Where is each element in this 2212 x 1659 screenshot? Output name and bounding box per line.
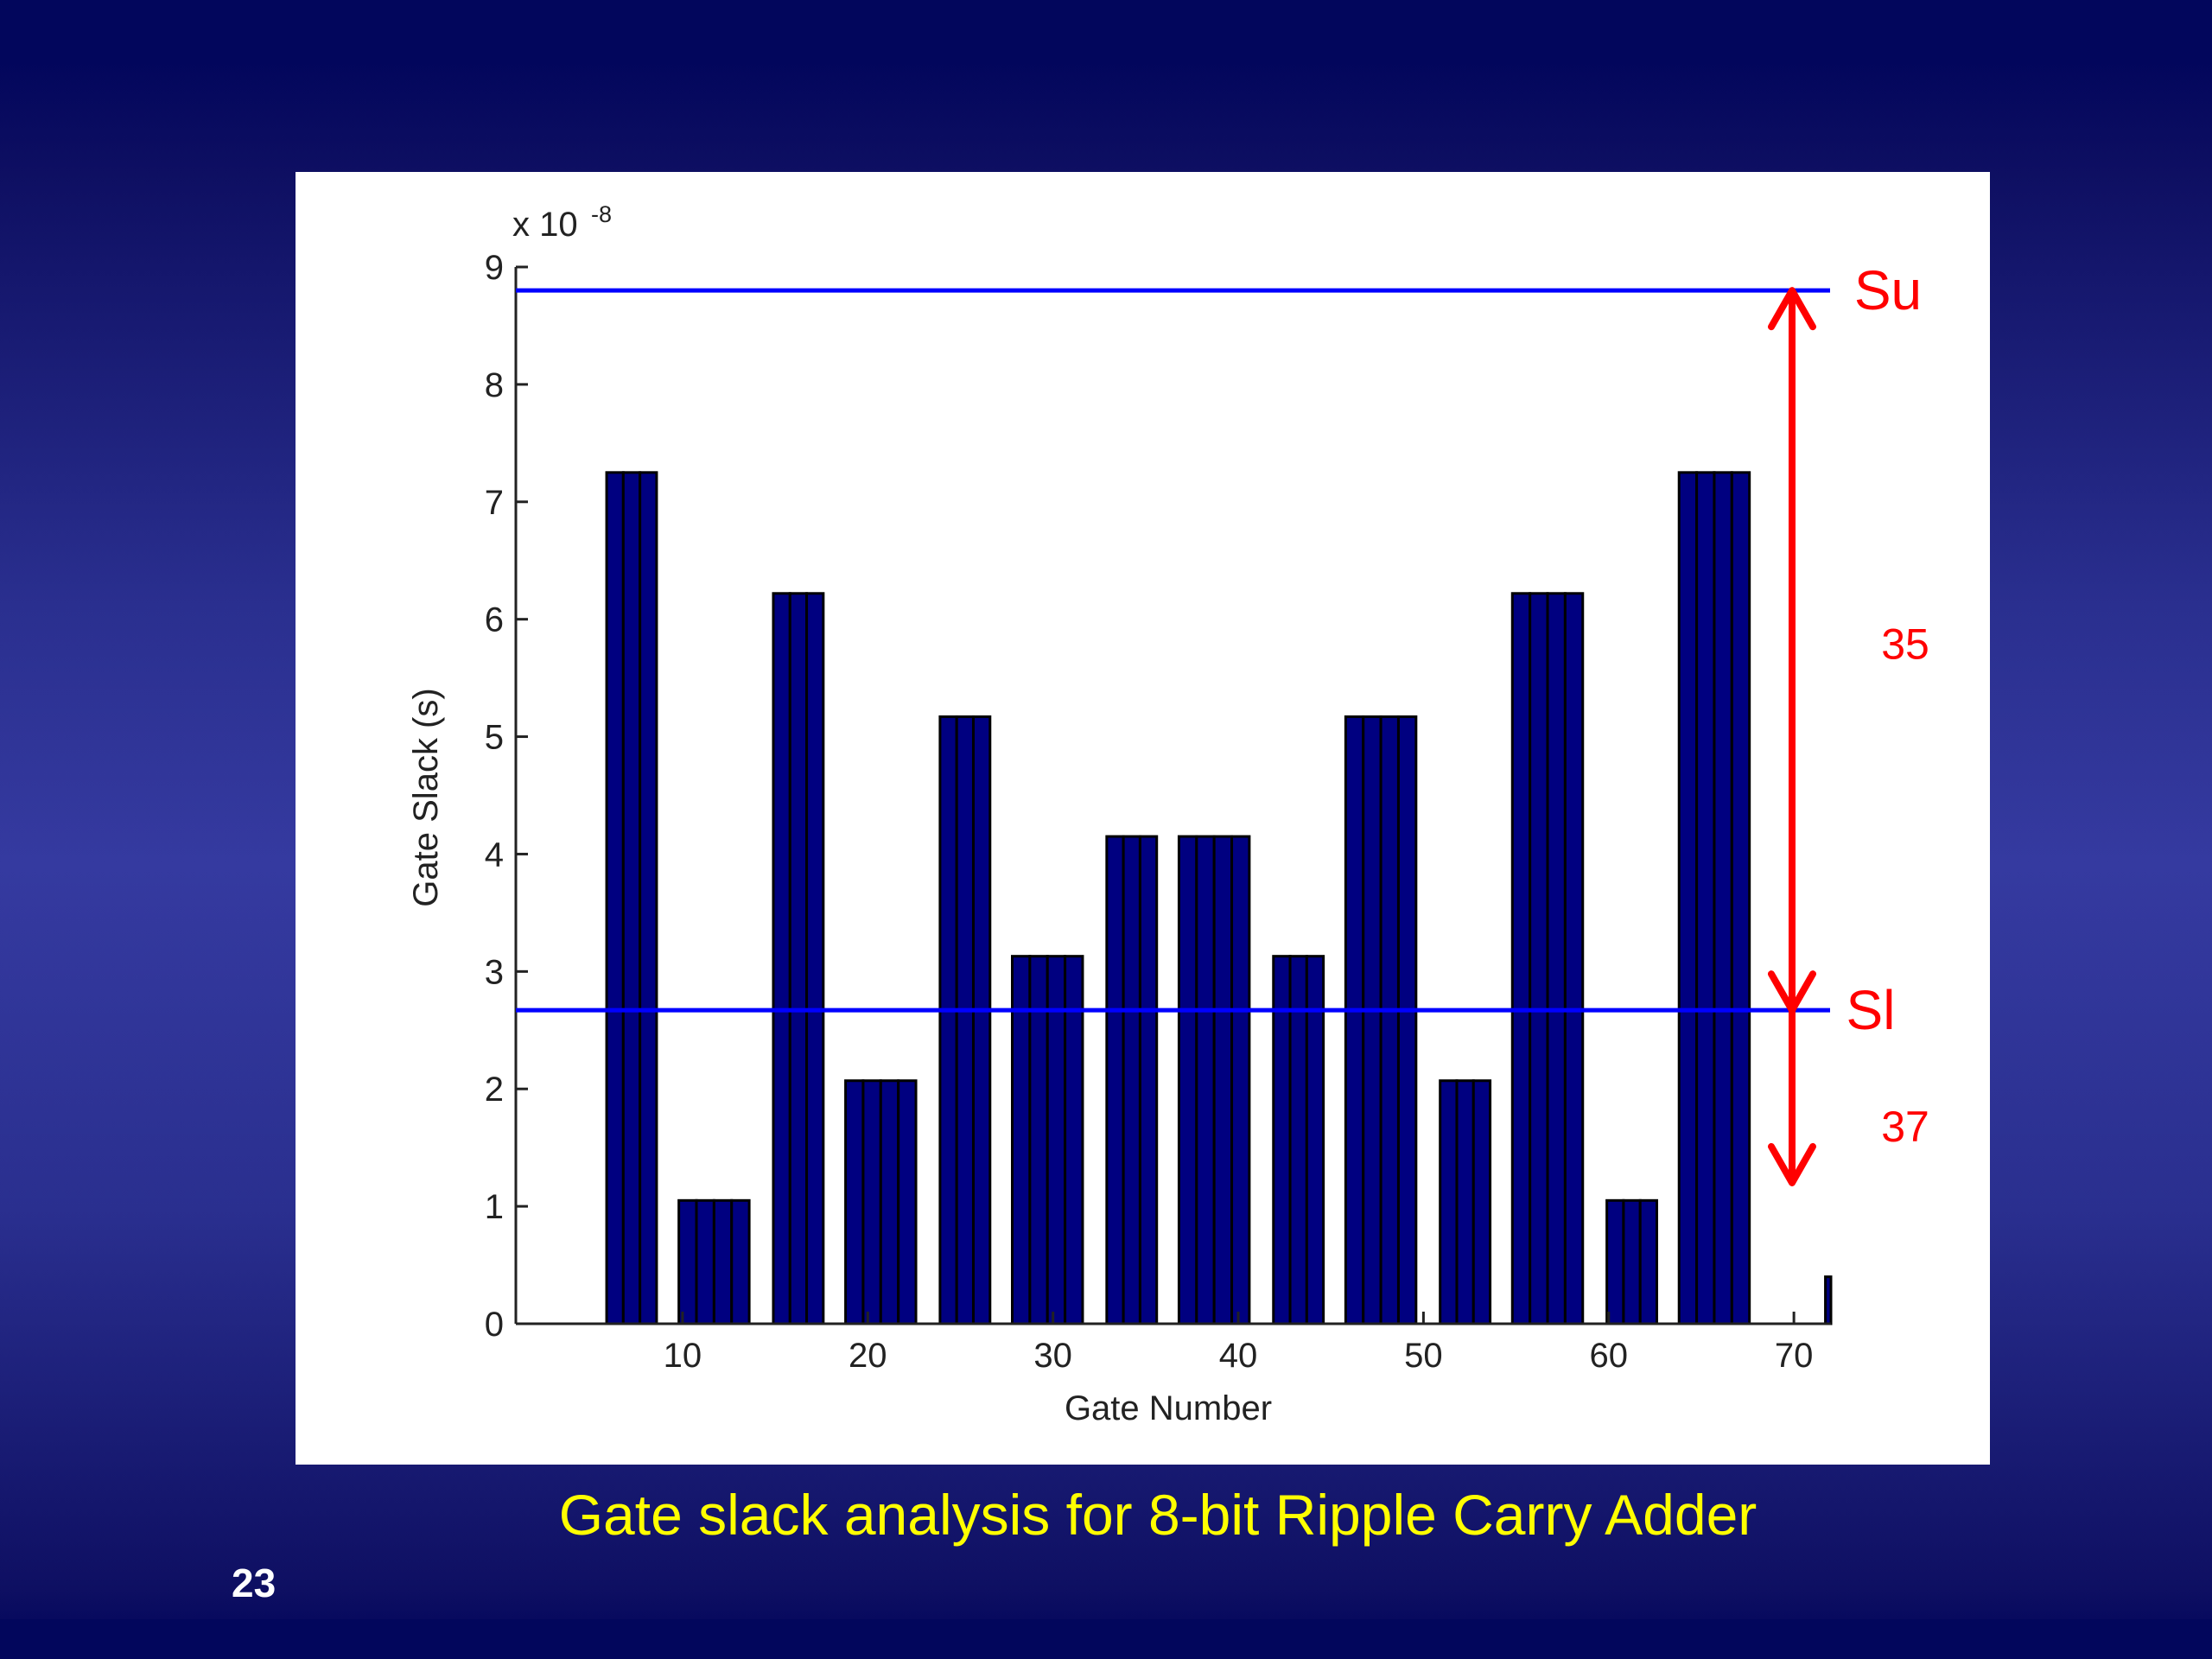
x-tick-label: 10 <box>664 1337 702 1375</box>
y-tick-label: 6 <box>485 601 504 639</box>
bar <box>1362 715 1382 1325</box>
x-tick-label: 70 <box>1775 1337 1814 1375</box>
chart-panel: 0 1 2 3 4 5 6 7 8 9 10 20 30 40 50 60 70 Su Sl 35 37 x 10 … <box>296 172 1990 1465</box>
bar <box>695 1198 715 1325</box>
upper-arrow-label: 35 <box>1881 620 1929 669</box>
y-tick-label: 5 <box>485 719 504 757</box>
y-tick-label: 7 <box>485 484 504 522</box>
bar <box>1471 1079 1492 1325</box>
page-number: 23 <box>232 1560 276 1605</box>
x-tick-label: 50 <box>1404 1337 1443 1375</box>
bar <box>844 1079 865 1325</box>
bar <box>805 592 825 1325</box>
bar <box>1563 592 1585 1325</box>
bar <box>1713 471 1733 1325</box>
bar <box>1344 715 1365 1325</box>
lower-arrow-label: 37 <box>1881 1103 1929 1151</box>
y-tick-label: 0 <box>485 1306 504 1344</box>
axes-layer: 0 1 2 3 4 5 6 7 8 9 10 20 30 40 50 60 70 <box>485 249 1831 1375</box>
bar <box>1105 835 1125 1325</box>
bar <box>1638 1198 1658 1325</box>
bar <box>1396 715 1418 1325</box>
y-tick-label: 2 <box>485 1071 504 1109</box>
bar <box>1212 835 1234 1325</box>
slide-top-band <box>0 0 2212 59</box>
x-tick-label: 30 <box>1033 1337 1072 1375</box>
bar <box>1622 1198 1642 1325</box>
y-tick-label: 8 <box>485 366 504 404</box>
bar <box>1529 592 1549 1325</box>
upper-arrow-head <box>1767 287 1816 331</box>
slide-bottom-band <box>0 1619 2212 1659</box>
lower-arrow-head <box>1767 1142 1816 1186</box>
bar <box>1677 471 1699 1325</box>
bar <box>621 471 642 1325</box>
reference-lines-layer: Su Sl <box>516 259 1922 1041</box>
y-axis-label: Gate Slack (s) <box>407 688 445 906</box>
bar <box>1510 592 1532 1325</box>
bar <box>1195 835 1216 1325</box>
bar <box>772 592 791 1325</box>
y-tick-label: 3 <box>485 953 504 991</box>
y-axis-exponent-power: -8 <box>591 201 612 227</box>
y-axis-exponent-base: x 10 <box>512 206 578 244</box>
reference-line-label: Su <box>1854 259 1922 321</box>
bar <box>712 1198 734 1325</box>
x-tick-label: 60 <box>1590 1337 1629 1375</box>
bar <box>639 471 658 1325</box>
bar <box>1695 471 1716 1325</box>
bars-layer <box>605 471 1833 1325</box>
bar <box>861 1079 882 1325</box>
bar <box>938 715 958 1325</box>
bar <box>788 592 809 1325</box>
bar <box>1730 471 1751 1325</box>
bar <box>730 1198 751 1325</box>
bar <box>971 715 992 1325</box>
bar <box>1824 1275 1833 1325</box>
x-tick-label: 20 <box>849 1337 887 1375</box>
bar <box>879 1079 900 1325</box>
bar <box>677 1198 698 1325</box>
y-tick-label: 4 <box>485 836 504 874</box>
bar <box>1138 835 1159 1325</box>
bar <box>1177 835 1198 1325</box>
bar <box>1439 1079 1459 1325</box>
slide-caption: Gate slack analysis for 8-bit Ripple Car… <box>558 1483 1758 1547</box>
bar <box>605 471 625 1325</box>
bar <box>1230 835 1251 1325</box>
bar <box>897 1079 918 1325</box>
bar <box>955 715 975 1325</box>
y-tick-label: 1 <box>485 1188 504 1226</box>
bar <box>1605 1198 1625 1325</box>
x-tick-label: 40 <box>1219 1337 1258 1375</box>
bar <box>1122 835 1141 1325</box>
annotations-layer: 35 37 <box>1767 287 1929 1186</box>
bar <box>1546 592 1567 1325</box>
x-axis-label: Gate Number <box>1065 1389 1272 1427</box>
bar <box>1379 715 1400 1325</box>
y-tick-label: 9 <box>485 249 504 287</box>
bar <box>1455 1079 1475 1325</box>
reference-line-label: Sl <box>1847 979 1896 1041</box>
